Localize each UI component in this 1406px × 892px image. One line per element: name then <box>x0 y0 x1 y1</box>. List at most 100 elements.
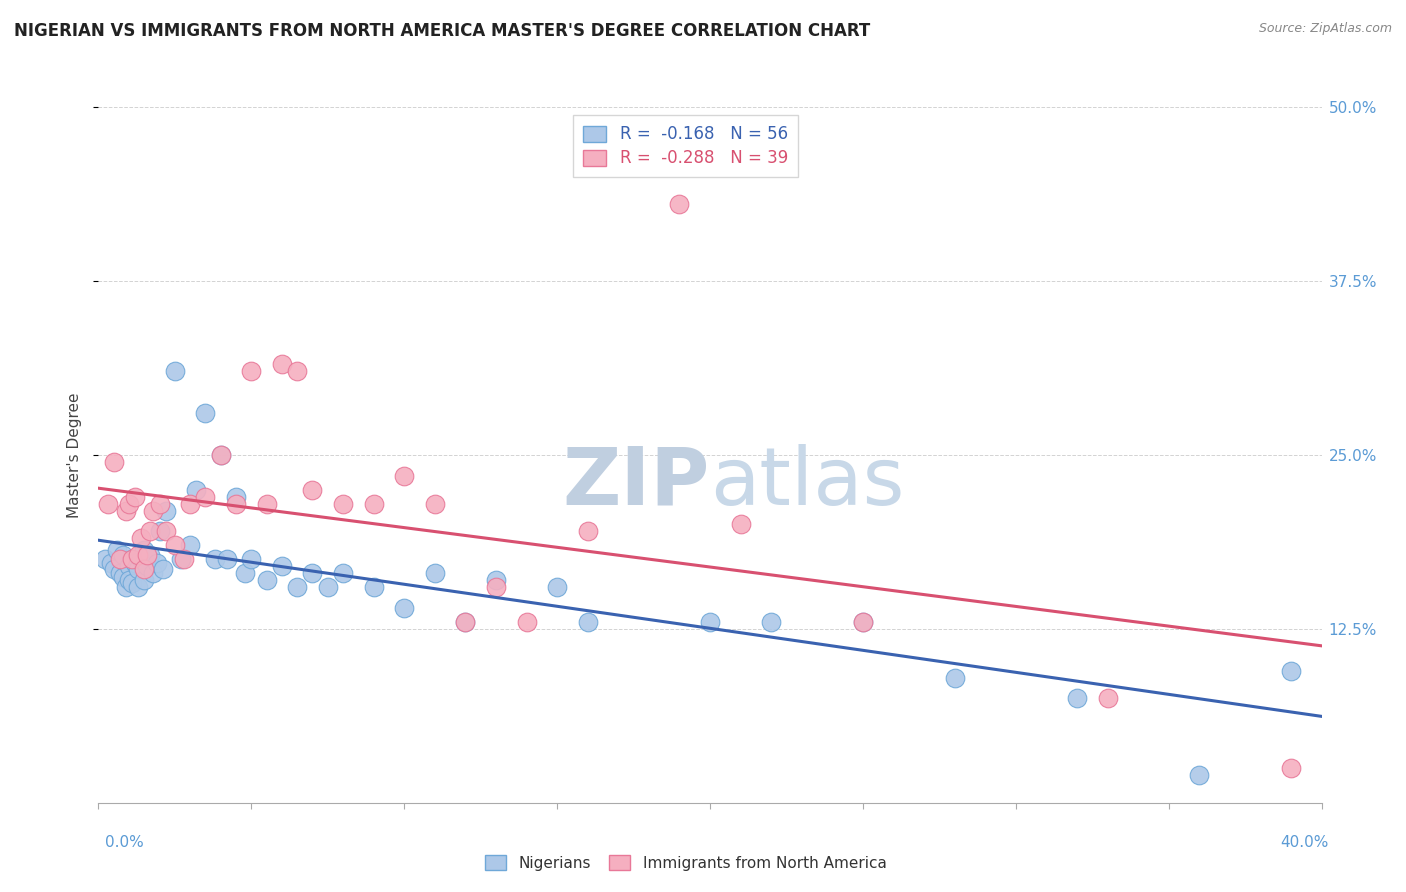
Point <box>111 548 134 562</box>
Point <box>142 566 165 581</box>
Point <box>423 566 446 581</box>
Point <box>129 552 152 566</box>
Point <box>516 615 538 629</box>
Point <box>1097 691 1119 706</box>
Point <box>149 524 172 539</box>
Text: NIGERIAN VS IMMIGRANTS FROM NORTH AMERICA MASTER'S DEGREE CORRELATION CHART: NIGERIAN VS IMMIGRANTS FROM NORTH AMERIC… <box>14 22 870 40</box>
Point <box>285 580 308 594</box>
Point <box>145 557 167 571</box>
Point <box>363 580 385 594</box>
Point <box>454 615 477 629</box>
Legend: Nigerians, Immigrants from North America: Nigerians, Immigrants from North America <box>477 848 894 879</box>
Point <box>100 557 122 571</box>
Point <box>194 490 217 504</box>
Point <box>115 580 138 594</box>
Point <box>209 448 232 462</box>
Point <box>118 559 141 574</box>
Point <box>209 448 232 462</box>
Point <box>576 524 599 539</box>
Point <box>108 566 131 581</box>
Point <box>121 552 143 566</box>
Point <box>316 580 339 594</box>
Point <box>134 542 156 557</box>
Point <box>134 573 156 587</box>
Point <box>136 559 159 574</box>
Point <box>240 364 263 378</box>
Point <box>194 406 217 420</box>
Point <box>155 503 177 517</box>
Y-axis label: Master's Degree: Master's Degree <box>67 392 83 517</box>
Point <box>179 497 201 511</box>
Text: Source: ZipAtlas.com: Source: ZipAtlas.com <box>1258 22 1392 36</box>
Point <box>124 490 146 504</box>
Point <box>111 570 134 584</box>
Point <box>1188 768 1211 782</box>
Point <box>852 615 875 629</box>
Point <box>943 671 966 685</box>
Point <box>332 566 354 581</box>
Point <box>485 573 508 587</box>
Point <box>233 566 256 581</box>
Point <box>186 483 208 497</box>
Point <box>485 580 508 594</box>
Point <box>699 615 721 629</box>
Point <box>225 490 247 504</box>
Point <box>134 562 156 576</box>
Point <box>301 566 323 581</box>
Point <box>129 532 152 546</box>
Point <box>136 548 159 562</box>
Point <box>127 562 149 576</box>
Point <box>1279 761 1302 775</box>
Point <box>118 573 141 587</box>
Point <box>93 552 115 566</box>
Point <box>152 562 174 576</box>
Point <box>124 557 146 571</box>
Point <box>546 580 568 594</box>
Point <box>163 364 186 378</box>
Point <box>240 552 263 566</box>
Point <box>285 364 308 378</box>
Point <box>423 497 446 511</box>
Point <box>1279 664 1302 678</box>
Point <box>163 538 186 552</box>
Text: ZIP: ZIP <box>562 443 710 522</box>
Point <box>204 552 226 566</box>
Point <box>392 468 416 483</box>
Point <box>142 503 165 517</box>
Point <box>103 455 125 469</box>
Point <box>179 538 201 552</box>
Point <box>139 524 162 539</box>
Text: 0.0%: 0.0% <box>105 836 145 850</box>
Point <box>454 615 477 629</box>
Point <box>301 483 323 497</box>
Point <box>139 548 162 562</box>
Point <box>256 573 278 587</box>
Point <box>127 548 149 562</box>
Point <box>332 497 354 511</box>
Point <box>852 615 875 629</box>
Point <box>121 552 143 566</box>
Point <box>270 358 292 372</box>
Point <box>363 497 385 511</box>
Point <box>173 552 195 566</box>
Point <box>155 524 177 539</box>
Point <box>256 497 278 511</box>
Text: 40.0%: 40.0% <box>1281 836 1329 850</box>
Point <box>149 497 172 511</box>
Point <box>108 552 131 566</box>
Point <box>215 552 238 566</box>
Text: atlas: atlas <box>710 443 904 522</box>
Point <box>270 559 292 574</box>
Point <box>225 497 247 511</box>
Point <box>115 503 138 517</box>
Point <box>668 197 690 211</box>
Point <box>97 497 120 511</box>
Point <box>118 497 141 511</box>
Point <box>170 552 193 566</box>
Point <box>103 562 125 576</box>
Point <box>121 576 143 591</box>
Point <box>576 615 599 629</box>
Point <box>1066 691 1088 706</box>
Point <box>730 517 752 532</box>
Point <box>759 615 782 629</box>
